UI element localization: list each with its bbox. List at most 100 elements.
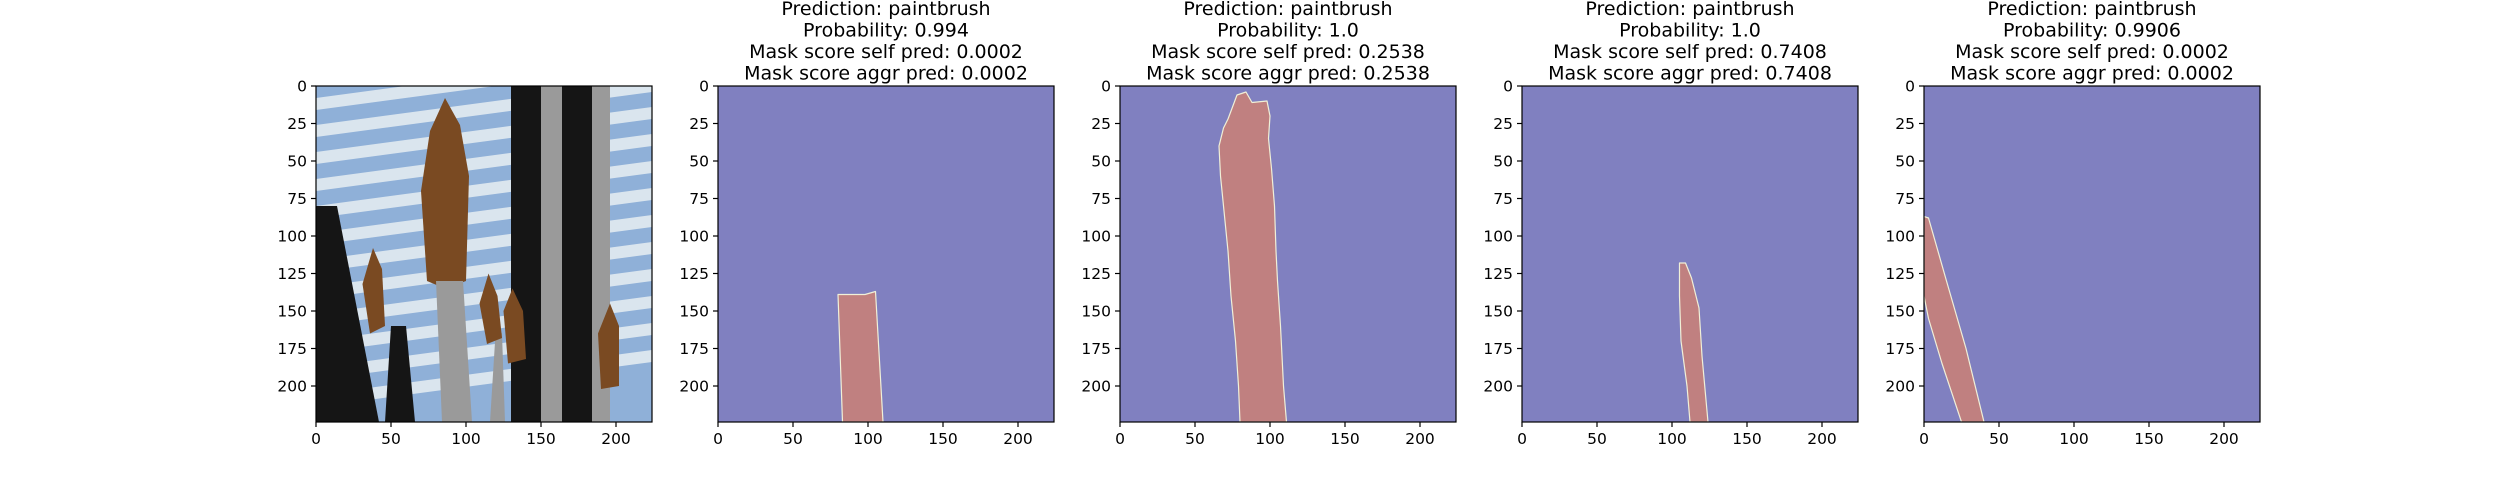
- x-tick-label: 150: [2134, 430, 2164, 448]
- y-tick-label: 0: [297, 78, 307, 96]
- y-tick-label: 175: [1081, 340, 1111, 358]
- y-tick-label: 200: [1483, 378, 1513, 396]
- x-tick-label: 200: [1807, 430, 1837, 448]
- x-tick-label: 0: [713, 430, 723, 448]
- x-tick-label: 50: [1989, 430, 2009, 448]
- x-tick-label: 100: [451, 430, 481, 448]
- mask-background: [718, 86, 1054, 422]
- axes-frame: [1521, 85, 1859, 423]
- y-tick-label: 200: [1081, 378, 1111, 396]
- y-tick-label: 75: [689, 190, 709, 208]
- panel-2-image: [718, 86, 1054, 422]
- x-tick-label: 50: [381, 430, 401, 448]
- y-tick-label: 175: [679, 340, 709, 358]
- panel-1-image: [316, 86, 652, 422]
- y-tick-label: 0: [699, 78, 709, 96]
- window-blind-slat: [316, 86, 496, 110]
- panel-title-line: Probability: 1.0: [1619, 20, 1761, 42]
- panel-title-line: Prediction: paintbrush: [1585, 0, 1794, 20]
- metal-ferrule: [541, 86, 562, 422]
- predicted-mask-region: [1678, 262, 1709, 422]
- y-tick-label: 75: [287, 190, 307, 208]
- dark-handle: [316, 206, 379, 422]
- y-tick-label: 50: [287, 153, 307, 171]
- mask-background: [1924, 86, 2260, 422]
- y-tick-label: 50: [689, 153, 709, 171]
- axes-frame: [315, 85, 653, 423]
- predicted-mask-region: [1924, 215, 1985, 422]
- y-tick-label: 175: [1885, 340, 1915, 358]
- brush-bristles: [503, 288, 526, 364]
- y-tick-label: 25: [689, 115, 709, 133]
- x-tick-label: 150: [526, 430, 556, 448]
- panel-5: 0 50 100 150 200 0 25 50 75 100 125 150 175 200 Predic…: [1885, 0, 2261, 448]
- x-tick-label: 100: [1657, 430, 1687, 448]
- y-tick-label: 50: [1091, 153, 1111, 171]
- y-tick-label: 50: [1493, 153, 1513, 171]
- y-tick-label: 25: [287, 115, 307, 133]
- x-tick-label: 200: [1405, 430, 1435, 448]
- x-tick-label: 50: [1587, 430, 1607, 448]
- x-tick-label: 50: [1185, 430, 1205, 448]
- panel-title-line: Mask score self pred: 0.7408: [1553, 41, 1827, 63]
- panel-2: 0 50 100 150 200 0 25 50 75 100 125 150 175 200 Predic…: [679, 0, 1055, 448]
- y-tick-label: 25: [1493, 115, 1513, 133]
- panel-title-line: Prediction: paintbrush: [1987, 0, 2196, 20]
- x-tick-label: 100: [1255, 430, 1285, 448]
- panel-title-line: Mask score self pred: 0.0002: [1955, 41, 2229, 63]
- y-tick-label: 0: [1101, 78, 1111, 96]
- panel-title-line: Mask score self pred: 0.2538: [1151, 41, 1425, 63]
- y-tick-label: 175: [1483, 340, 1513, 358]
- x-tick-label: 0: [311, 430, 321, 448]
- y-tick-label: 125: [277, 265, 307, 283]
- brush-bristles: [598, 303, 619, 389]
- panel-5-image: [1924, 86, 2260, 422]
- metal-ferrule: [490, 326, 505, 422]
- panel-3: 0 50 100 150 200 0 25 50 75 100 125 150 175 200 Predic…: [1081, 0, 1457, 448]
- brush-bristles: [479, 273, 502, 344]
- y-tick-label: 100: [1483, 228, 1513, 246]
- x-tick-label: 150: [928, 430, 958, 448]
- y-tick-label: 175: [277, 340, 307, 358]
- x-tick-label: 150: [1330, 430, 1360, 448]
- y-tick-label: 150: [1483, 303, 1513, 321]
- panel-title-line: Mask score aggr pred: 0.0002: [744, 63, 1028, 85]
- y-tick-label: 25: [1895, 115, 1915, 133]
- panel-4: 0 50 100 150 200 0 25 50 75 100 125 150 175 200 Predic…: [1483, 0, 1859, 448]
- panel-title-line: Prediction: paintbrush: [781, 0, 990, 20]
- brush-bristles: [362, 248, 385, 334]
- panel-title-line: Mask score aggr pred: 0.7408: [1548, 63, 1832, 85]
- y-tick-label: 125: [1885, 265, 1915, 283]
- panel-title-line: Mask score self pred: 0.0002: [749, 41, 1023, 63]
- panel-title-line: Probability: 0.994: [803, 20, 969, 42]
- y-tick-label: 150: [679, 303, 709, 321]
- x-tick-label: 50: [783, 430, 803, 448]
- dark-handle: [385, 326, 415, 422]
- y-tick-label: 150: [1885, 303, 1915, 321]
- y-tick-label: 75: [1895, 190, 1915, 208]
- panel-title-line: Probability: 1.0: [1217, 20, 1359, 42]
- x-tick-label: 100: [2059, 430, 2089, 448]
- axes-frame: [1923, 85, 2261, 423]
- y-tick-label: 0: [1905, 78, 1915, 96]
- y-tick-label: 75: [1493, 190, 1513, 208]
- panel-1: 0 50 100 150 200 0 25 50 75 100 125 150 175 200: [277, 78, 653, 448]
- y-tick-label: 200: [679, 378, 709, 396]
- panel-title-line: Prediction: paintbrush: [1183, 0, 1392, 20]
- y-tick-label: 150: [277, 303, 307, 321]
- x-tick-label: 200: [1003, 430, 1033, 448]
- y-tick-label: 100: [1081, 228, 1111, 246]
- y-tick-label: 100: [679, 228, 709, 246]
- x-tick-label: 150: [1732, 430, 1762, 448]
- y-tick-label: 200: [1885, 378, 1915, 396]
- y-tick-label: 125: [1483, 265, 1513, 283]
- axes-frame: [1119, 85, 1457, 423]
- predicted-mask-region: [837, 290, 884, 422]
- panel-title-line: Probability: 0.9906: [2003, 20, 2181, 42]
- y-tick-label: 100: [277, 228, 307, 246]
- x-tick-label: 200: [2209, 430, 2239, 448]
- metal-ferrule: [436, 281, 472, 422]
- y-tick-label: 100: [1885, 228, 1915, 246]
- y-tick-label: 200: [277, 378, 307, 396]
